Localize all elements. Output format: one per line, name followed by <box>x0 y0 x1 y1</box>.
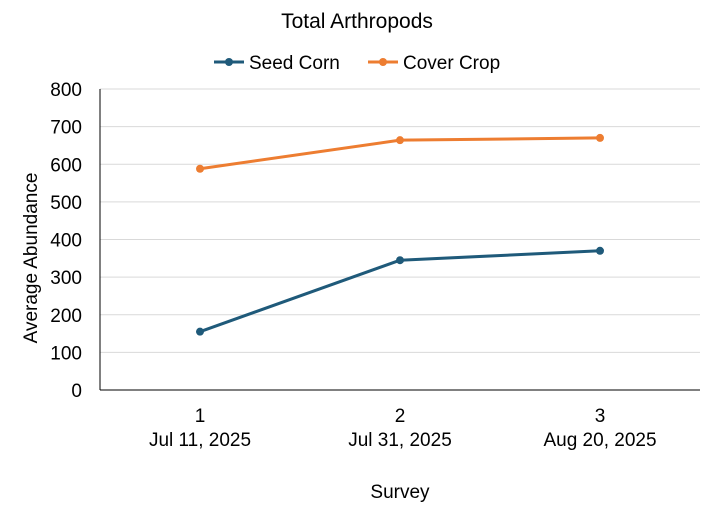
x-tick-date: Jul 31, 2025 <box>348 430 452 451</box>
y-tick-label: 600 <box>50 155 82 176</box>
y-tick-label: 400 <box>50 231 82 252</box>
data-point <box>196 164 204 173</box>
data-point <box>196 327 204 336</box>
legend: Seed Corn Cover Crop <box>214 53 500 74</box>
legend-marker <box>379 58 387 66</box>
gridlines <box>100 88 700 353</box>
data-point <box>396 256 404 265</box>
data-point <box>396 136 404 145</box>
y-tick-label: 0 <box>71 381 82 402</box>
y-tick-label: 300 <box>50 268 82 289</box>
x-tick-number: 3 <box>595 406 606 427</box>
x-tick-date: Jul 11, 2025 <box>149 430 251 451</box>
x-tick-number: 2 <box>395 406 406 427</box>
x-tick-date: Aug 20, 2025 <box>543 430 656 451</box>
chart-title: Total Arthropods <box>281 10 433 33</box>
x-axis-label: Survey <box>370 482 430 503</box>
data-point <box>596 246 604 255</box>
y-tick-label: 100 <box>50 343 82 364</box>
legend-label: Seed Corn <box>249 53 340 74</box>
y-axis-ticks: 0 100 200 300 400 500 600 700 800 <box>50 80 82 402</box>
y-tick-label: 800 <box>50 80 82 101</box>
y-tick-label: 200 <box>50 306 82 327</box>
x-tick-number: 1 <box>195 406 206 427</box>
data-point <box>596 133 604 142</box>
legend-label: Cover Crop <box>403 53 500 74</box>
y-tick-label: 500 <box>50 193 82 214</box>
series-group <box>196 133 604 336</box>
x-axis-ticks: 1 Jul 11, 2025 2 Jul 31, 2025 3 Aug 20, 2025 <box>149 406 657 451</box>
y-tick-label: 700 <box>50 118 82 139</box>
axes <box>99 89 700 391</box>
y-axis-label: Average Abundance <box>21 173 42 344</box>
legend-marker <box>225 58 233 66</box>
